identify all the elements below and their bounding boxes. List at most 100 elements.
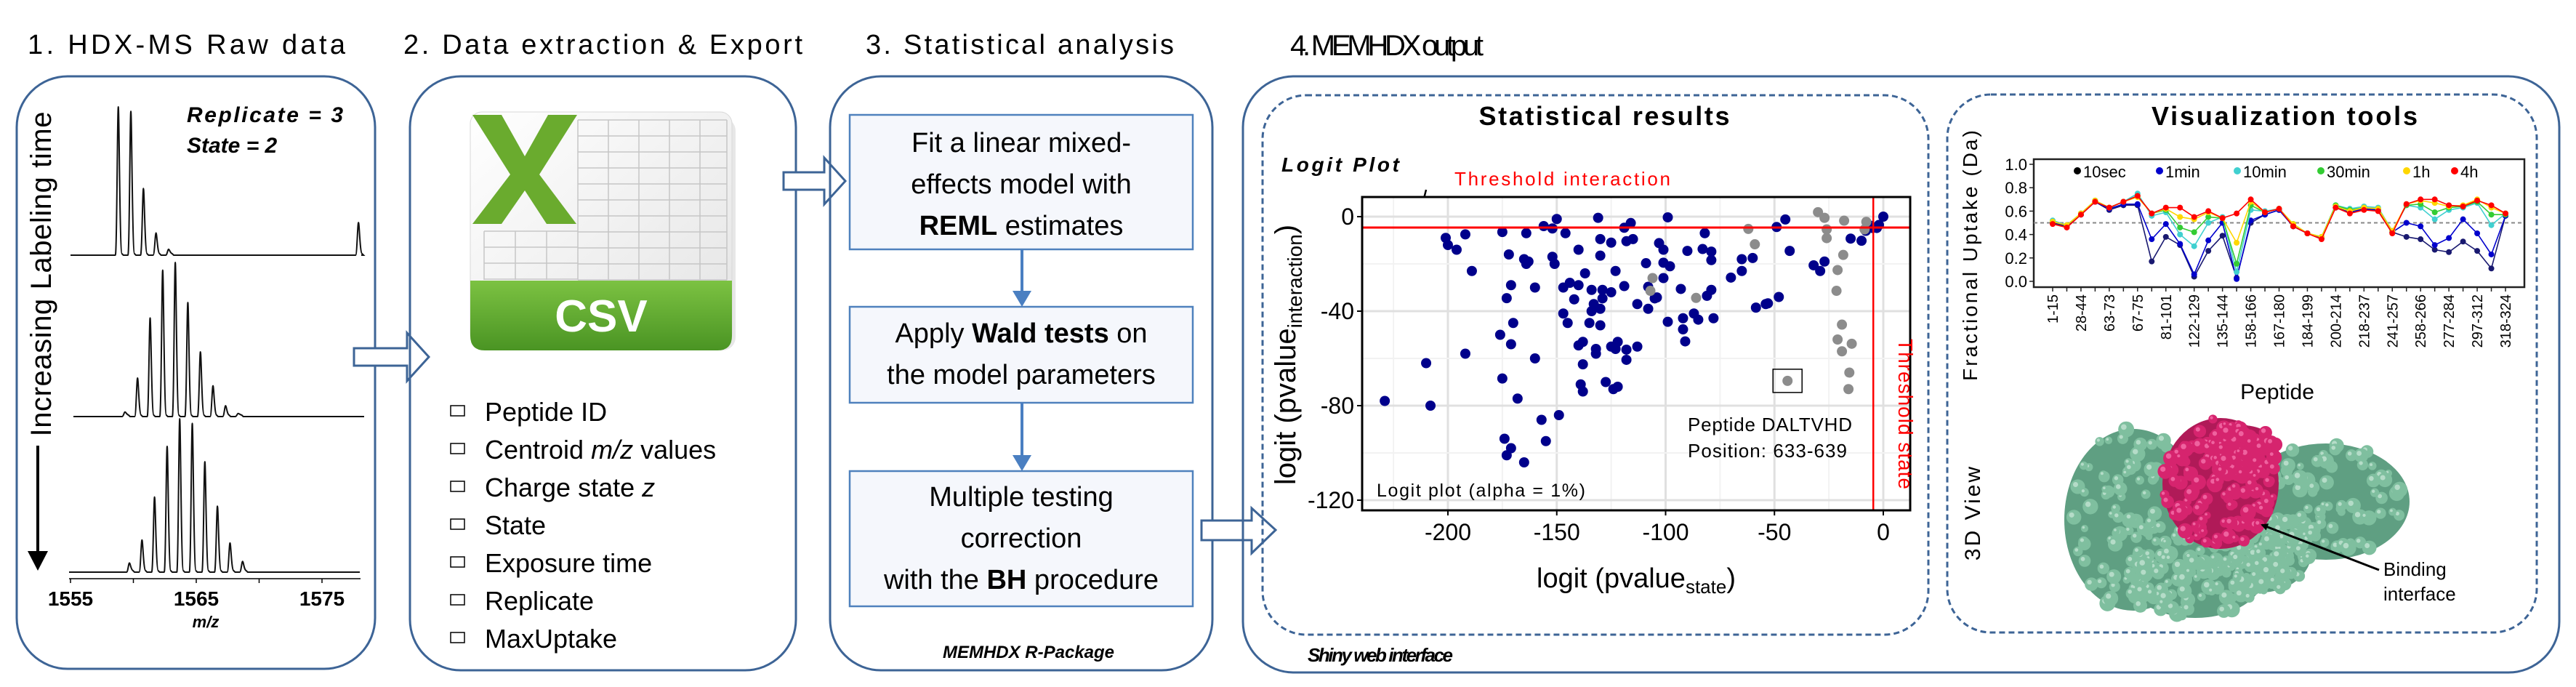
surface-atom [2122,469,2130,478]
surface-atom-highlight [2154,569,2159,574]
interface-atom [2231,534,2239,543]
interface-atom-highlight [2215,478,2220,481]
surface-atom [2335,499,2348,512]
data-point [1577,359,1588,370]
interface-atom-highlight [2222,492,2226,496]
surface-atom-highlight [2372,489,2375,493]
peptide-tick-label: 122-129 [2187,294,2203,347]
series-point [2162,204,2169,211]
surface-atom-highlight [2295,546,2301,551]
series-point [2177,214,2183,220]
surface-atom [2293,544,2306,557]
surface-atom-highlight [2370,463,2373,467]
surface-atom [2362,540,2377,555]
surface-atom-highlight [2234,574,2237,578]
surface-atom [2370,488,2380,497]
interface-atom-highlight [2218,445,2223,449]
interface-atom [2253,485,2263,495]
interface-atom-highlight [2227,502,2231,506]
surface-atom-highlight [2099,564,2104,569]
interface-atom [2235,448,2244,457]
surface-atom-highlight [2317,520,2322,524]
data-point [1512,393,1523,404]
surface-atom-highlight [2110,539,2116,545]
interface-atom-highlight [2213,456,2217,459]
surface-atom-highlight [2331,446,2336,450]
peptide-tick-label: 200-214 [2328,294,2344,347]
surface-atom-highlight [2146,464,2152,470]
data-point [1597,293,1608,304]
surface-atom-highlight [2275,525,2280,530]
surface-atom-highlight [2197,547,2201,551]
series-point [2431,246,2438,253]
surface-atom [2210,554,2219,563]
data-point [1573,280,1584,291]
peptide-tick-label: 184-199 [2300,294,2316,347]
surface-atom [2213,580,2223,590]
panel-export: 2. Data extraction & Export CSV Peptide … [403,30,802,672]
surface-atom [2231,552,2244,566]
interface-atom [2226,501,2236,511]
surface-atom-highlight [2114,529,2117,531]
panel-statistics: 3. Statistical analysis Fit a linear mix… [829,30,1214,672]
interface-atom [2198,457,2213,470]
data-point [1494,329,1505,340]
data-point [1832,265,1843,276]
field-label-italic: m/z [591,435,633,465]
surface-atom-highlight [2103,486,2106,490]
checkbox-icon [450,594,465,606]
data-point [1822,224,1832,235]
data-point [1612,382,1623,392]
surface-atom-highlight [2359,461,2363,465]
surface-atom-highlight [2115,484,2121,489]
shiny-interface-label: Shiny web interface [1308,644,1453,666]
series-point [2205,248,2212,254]
surface-atom [2078,555,2091,567]
data-point [1843,384,1854,395]
surface-atom-highlight [2362,513,2366,517]
surface-atom-highlight [2305,505,2309,510]
data-point [1421,358,1432,369]
series-point [2149,236,2155,243]
data-point [1425,401,1436,411]
interface-atom-highlight [2255,521,2260,525]
data-point [1839,215,1850,226]
series-point [2488,212,2495,218]
series-point [2403,201,2410,207]
surface-atom-highlight [2160,600,2163,603]
surface-atom [2319,475,2334,490]
data-point [1699,228,1710,238]
interface-atom-highlight [2194,505,2199,510]
data-point [1822,233,1832,244]
series-point [2050,221,2056,228]
interface-atom [2261,496,2274,510]
surface-atom [2145,516,2157,528]
checkbox-icon [450,405,465,417]
panel-raw-data: 1. HDX-MS Raw data Replicate = 3 State =… [15,30,377,670]
surface-atom [2152,566,2165,579]
surface-atom-highlight [2364,543,2370,548]
y-tick-label: 0.0 [2005,273,2027,291]
surface-atom-highlight [2109,512,2112,515]
interface-atom-highlight [2221,519,2226,523]
checkbox-icon [450,481,465,492]
surface-atom [2261,534,2277,548]
series-point [2191,229,2197,236]
surface-atom-highlight [2128,590,2132,594]
data-point [1606,237,1617,248]
surface-atom-highlight [2308,530,2313,535]
data-point [1619,281,1630,292]
series-point [2346,210,2353,217]
data-point [1529,353,1540,363]
series-point [2361,206,2367,213]
series-point [2149,258,2155,265]
data-point [1538,221,1549,231]
series-point [2460,203,2466,209]
surface-atom-highlight [2298,463,2301,467]
surface-atom [2279,514,2295,530]
interface-atom-highlight [2201,529,2205,532]
protein-3d-structure [2064,414,2410,622]
surface-atom [2186,555,2201,569]
data-point [1658,244,1669,255]
